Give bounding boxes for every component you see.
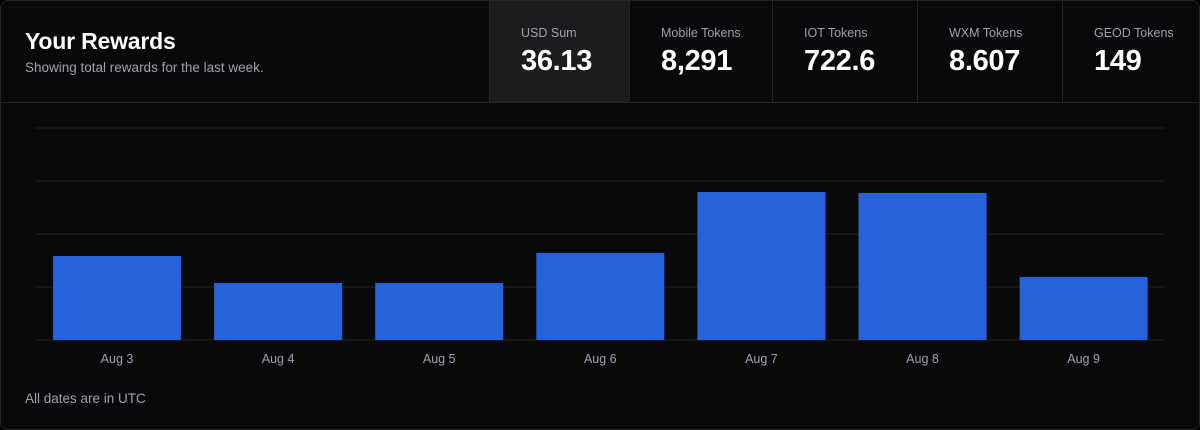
x-tick-label: Aug 6	[584, 352, 617, 366]
x-tick-label: Aug 7	[745, 352, 778, 366]
stat-value: 722.6	[804, 45, 876, 77]
stat-value: 36.13	[521, 45, 593, 77]
x-tick-label: Aug 5	[423, 352, 456, 366]
x-tick-label: Aug 3	[101, 352, 134, 366]
stat-geod-tokens[interactable]: GEOD Tokens 149	[1062, 1, 1199, 102]
stat-label: USD Sum	[521, 26, 577, 40]
stat-usd-sum[interactable]: USD Sum 36.13	[489, 1, 629, 102]
x-tick-label: Aug 8	[906, 352, 939, 366]
rewards-chart: Aug 3 Aug 4 Aug 5 Aug 6 Aug 7 Aug 8 Aug 9	[1, 103, 1199, 373]
page-subtitle: Showing total rewards for the last week.	[25, 60, 264, 75]
rewards-header: Your Rewards Showing total rewards for t…	[1, 1, 1199, 103]
bar-aug-5[interactable]	[375, 283, 504, 340]
stat-value: 149	[1094, 45, 1142, 77]
stat-value: 8.607	[949, 45, 1021, 77]
bar-aug-6[interactable]	[536, 253, 665, 340]
stat-label: IOT Tokens	[804, 26, 868, 40]
bar-aug-4[interactable]	[214, 283, 343, 340]
title-block: Your Rewards Showing total rewards for t…	[25, 28, 264, 75]
bar-aug-8[interactable]	[858, 193, 987, 340]
bar-aug-7[interactable]	[697, 192, 826, 340]
x-tick-label: Aug 4	[262, 352, 295, 366]
utc-footnote: All dates are in UTC	[25, 391, 146, 406]
stat-iot-tokens[interactable]: IOT Tokens 722.6	[772, 1, 917, 102]
page-title: Your Rewards	[25, 28, 176, 54]
stat-label: GEOD Tokens	[1094, 26, 1174, 40]
x-tick-label: Aug 9	[1067, 352, 1100, 366]
bar-aug-3[interactable]	[53, 256, 181, 340]
stat-label: Mobile Tokens	[661, 26, 741, 40]
stat-wxm-tokens[interactable]: WXM Tokens 8.607	[917, 1, 1062, 102]
stat-mobile-tokens[interactable]: Mobile Tokens 8,291	[629, 1, 772, 102]
stat-value: 8,291	[661, 45, 733, 77]
bar-aug-9[interactable]	[1019, 277, 1148, 340]
stat-label: WXM Tokens	[949, 26, 1023, 40]
bar-chart: Aug 3 Aug 4 Aug 5 Aug 6 Aug 7 Aug 8 Aug 9	[36, 127, 1164, 366]
